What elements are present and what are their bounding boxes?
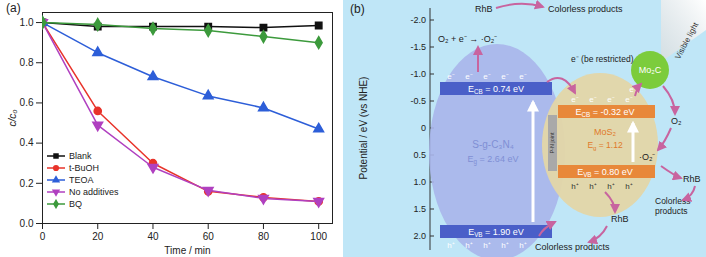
svg-text:Mo₂C: Mo₂C (639, 65, 662, 75)
svg-text:Visible light: Visible light (673, 20, 700, 61)
svg-text:100: 100 (310, 231, 327, 242)
svg-text:0: 0 (40, 231, 46, 242)
svg-text:0.0: 0.0 (20, 218, 34, 229)
svg-text:1.0: 1.0 (413, 177, 426, 187)
html-text:No additives: No additives (69, 187, 119, 197)
svg-text:c/c₀: c/c₀ (7, 110, 18, 127)
svg-text:0: 0 (421, 123, 426, 133)
svg-text:Eg = 2.64 eV: Eg = 2.64 eV (468, 154, 519, 166)
svg-text:e⁻: e⁻ (519, 72, 526, 81)
svg-text:Time / min: Time / min (164, 245, 210, 256)
svg-text:ECB = -0.32 eV: ECB = -0.32 eV (575, 107, 634, 118)
svg-text:0.2: 0.2 (20, 178, 34, 189)
svg-text:Colorless products: Colorless products (535, 242, 610, 252)
svg-text:O₂ + e⁻ → ·O₂⁻: O₂ + e⁻ → ·O₂⁻ (438, 34, 497, 44)
svg-text:h⁺: h⁺ (465, 241, 472, 250)
svg-text:MoS₂: MoS₂ (594, 127, 617, 137)
svg-text:(b): (b) (350, 2, 365, 16)
svg-text:·O₂⁻: ·O₂⁻ (639, 152, 656, 162)
svg-text:products: products (655, 206, 688, 216)
svg-text:1.0: 1.0 (20, 17, 34, 28)
svg-text:h⁺: h⁺ (625, 182, 632, 191)
svg-text:0.8: 0.8 (20, 57, 34, 68)
svg-text:h⁺: h⁺ (447, 241, 454, 250)
svg-text:e⁻: e⁻ (571, 95, 578, 104)
svg-text:e⁻ (be restricted): e⁻ (be restricted) (571, 54, 634, 64)
svg-text:0.4: 0.4 (20, 137, 34, 148)
svg-text:e⁻: e⁻ (607, 95, 614, 104)
html-text:Blank: Blank (69, 151, 92, 161)
html-text:BQ: BQ (69, 199, 82, 209)
svg-text:80: 80 (258, 231, 270, 242)
svg-text:e⁻: e⁻ (501, 72, 508, 81)
svg-text:h⁺: h⁺ (501, 241, 508, 250)
svg-text:-0.5: -0.5 (410, 96, 426, 106)
svg-text:ECB = 0.74 eV: ECB = 0.74 eV (468, 84, 524, 95)
svg-text:h⁺: h⁺ (483, 241, 490, 250)
svg-text:-1.5: -1.5 (410, 42, 426, 52)
svg-text:EVB = 1.90 eV: EVB = 1.90 eV (468, 227, 524, 238)
svg-text:e⁻: e⁻ (465, 72, 472, 81)
svg-text:h⁺: h⁺ (519, 241, 526, 250)
svg-text:Colorless products: Colorless products (548, 4, 623, 14)
html-text:TEOA: TEOA (69, 175, 94, 185)
svg-text:S-g-C₃N₄: S-g-C₃N₄ (472, 139, 514, 150)
svg-text:Eg = 1.12: Eg = 1.12 (587, 140, 622, 151)
svg-text:RhB: RhB (683, 174, 701, 184)
svg-text:h⁺: h⁺ (589, 182, 596, 191)
svg-text:e⁻: e⁻ (483, 72, 490, 81)
svg-text:1.5: 1.5 (413, 204, 426, 214)
svg-text:e⁻: e⁻ (589, 95, 596, 104)
svg-text:-1.0: -1.0 (410, 69, 426, 79)
svg-text:e⁻: e⁻ (447, 72, 454, 81)
svg-text:O₂: O₂ (671, 116, 682, 126)
svg-text:2.0: 2.0 (413, 231, 426, 241)
svg-text:P-N joint: P-N joint (549, 132, 555, 154)
svg-text:e⁻: e⁻ (629, 85, 637, 94)
svg-text:h⁺: h⁺ (571, 182, 578, 191)
svg-text:RhB: RhB (611, 214, 629, 224)
html-text:(a): (a) (6, 1, 21, 15)
svg-text:h⁺: h⁺ (607, 182, 614, 191)
svg-text:60: 60 (203, 231, 215, 242)
svg-text:RhB: RhB (475, 4, 493, 14)
svg-text:e⁻: e⁻ (625, 95, 632, 104)
svg-text:Potential / eV (vs NHE): Potential / eV (vs NHE) (358, 77, 369, 180)
svg-text:0.5: 0.5 (413, 150, 426, 160)
svg-text:40: 40 (147, 231, 159, 242)
svg-text:EVB = 0.80 eV: EVB = 0.80 eV (577, 167, 633, 178)
html-text:t-BuOH: t-BuOH (69, 163, 99, 173)
svg-text:Colorless: Colorless (655, 196, 690, 206)
svg-text:20: 20 (92, 231, 104, 242)
svg-text:-2.0: -2.0 (410, 15, 426, 25)
svg-text:0.6: 0.6 (20, 97, 34, 108)
